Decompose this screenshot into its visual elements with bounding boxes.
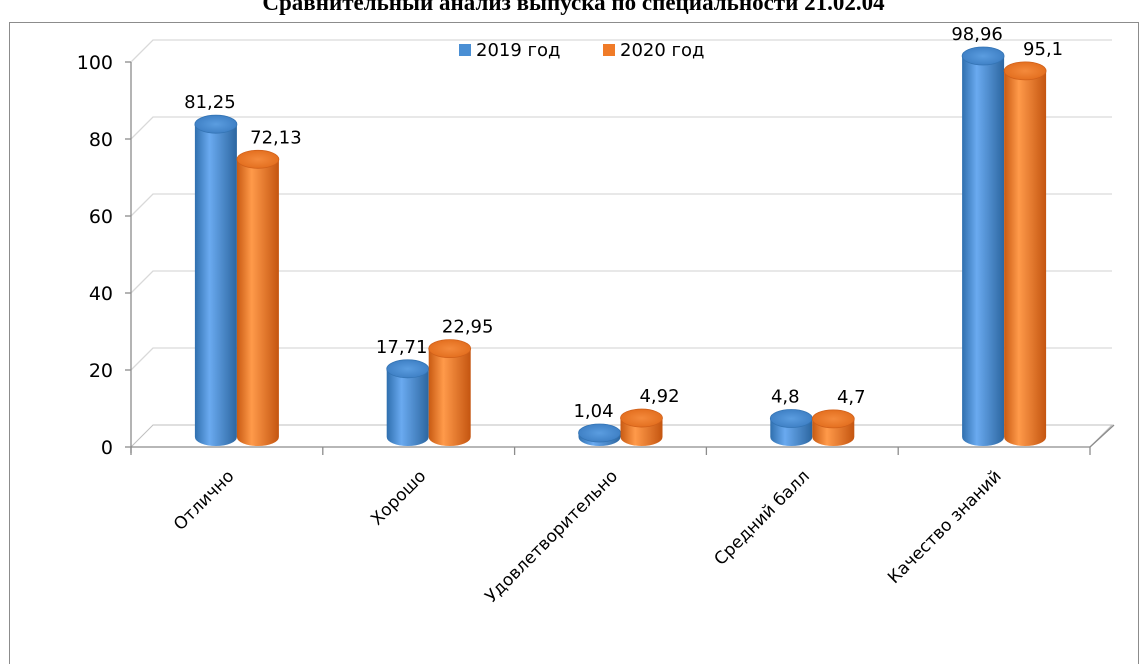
bar-cap [769, 409, 813, 428]
data-label: 4,7 [837, 387, 866, 408]
bar-cap [811, 409, 855, 429]
legend: 2019 год 2020 год [459, 40, 704, 61]
bar [236, 149, 280, 446]
y-tick-label: 0 [101, 437, 113, 459]
data-label: 81,25 [184, 92, 236, 113]
data-label: 17,71 [376, 337, 428, 358]
bar [620, 408, 663, 446]
bar-body [236, 159, 279, 446]
legend-swatch [459, 44, 471, 56]
bar [194, 114, 238, 446]
y-tick-label: 40 [89, 283, 113, 305]
page-title: Сравнительный анализ выпуска по специаль… [262, 0, 885, 15]
bar-cap [428, 339, 472, 359]
y-tick-label: 100 [77, 52, 113, 74]
gridline [130, 116, 1112, 140]
y-tick-label: 60 [89, 206, 113, 228]
chart-frame [9, 22, 1139, 664]
gridline [130, 39, 1112, 63]
y-tick-label: 20 [89, 360, 113, 382]
bar-body [428, 348, 471, 446]
bar-cap [194, 114, 238, 134]
legend-label: 2019 год [476, 40, 560, 61]
bar [1003, 61, 1047, 447]
bar-cap [386, 359, 430, 379]
bar-cap [620, 408, 663, 428]
x-category-label: Средний балл [711, 466, 814, 569]
x-category-label: Качество знаний [884, 466, 1006, 588]
gridline [130, 193, 1112, 217]
legend-swatch [603, 44, 615, 56]
y-tick-label: 80 [89, 129, 113, 151]
data-label: 98,96 [951, 24, 1003, 45]
data-label: 22,95 [442, 317, 494, 338]
x-category-label: Удовлетворительно [481, 466, 622, 607]
data-label: 4,92 [639, 386, 679, 407]
legend-label: 2020 год [620, 40, 704, 61]
data-label: 1,04 [573, 401, 613, 422]
bar [769, 409, 813, 446]
labels-layer: Отлично 81,25 72,13 Хорошо 17,71 22,95 Удовлет… [170, 24, 1063, 607]
bar-cap [1003, 61, 1047, 81]
bar [811, 409, 855, 446]
data-label: 95,1 [1023, 39, 1063, 60]
bar-body [194, 124, 237, 446]
gridline [130, 347, 1112, 371]
bar-cap [236, 149, 280, 169]
x-category-label: Хорошо [367, 466, 430, 529]
bar [428, 339, 472, 446]
gridline [130, 270, 1112, 294]
data-label: 4,8 [771, 387, 800, 408]
bar-body [962, 56, 1005, 447]
bar-body [1004, 70, 1047, 447]
bar [578, 423, 621, 446]
bar-body [386, 368, 429, 446]
bar [386, 359, 430, 446]
bar-cap [578, 423, 621, 443]
bar-cap [961, 46, 1005, 66]
axis-layer: 0 20 40 60 80 100 [77, 52, 1115, 459]
data-label: 72,13 [250, 127, 302, 148]
bars-layer [194, 46, 1047, 447]
x-category-label: Отлично [170, 466, 238, 534]
x-axis-depth-edge [1089, 424, 1115, 448]
bar [961, 46, 1005, 447]
